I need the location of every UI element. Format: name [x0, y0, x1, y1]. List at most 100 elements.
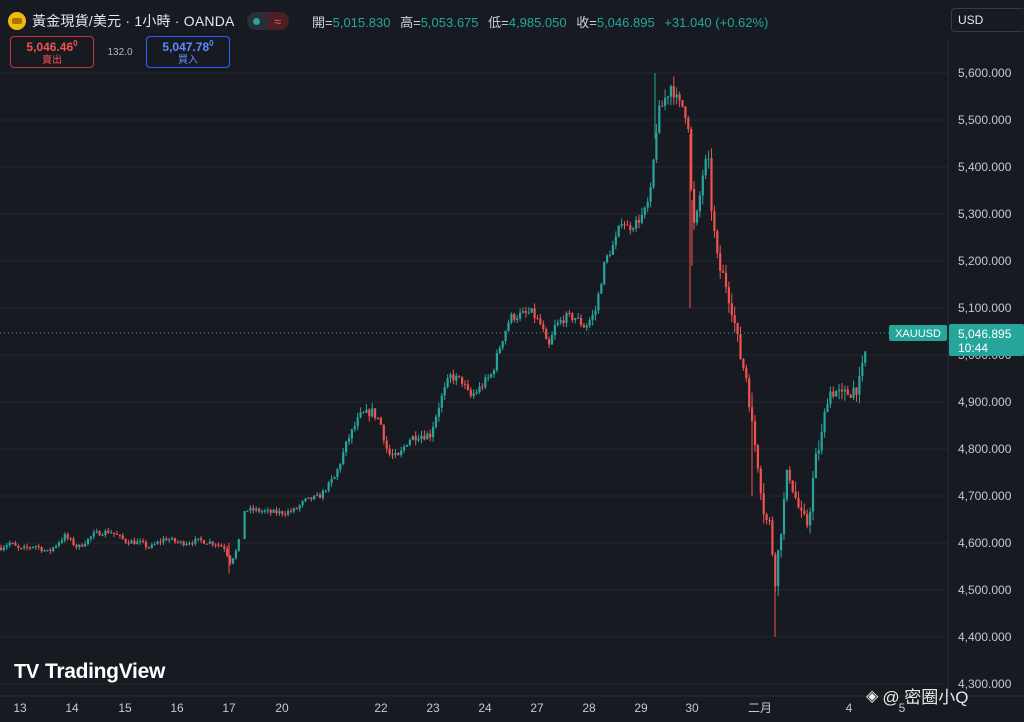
- spread-value: 132.0: [107, 46, 133, 58]
- candle: [356, 412, 359, 431]
- candle: [397, 452, 400, 456]
- candle: [260, 509, 264, 514]
- candle: [124, 538, 127, 545]
- low-label: 低: [488, 15, 502, 30]
- candle: [597, 291, 600, 314]
- candle: [623, 221, 626, 230]
- candle: [5, 542, 8, 550]
- ohlc-readout: 開=5,015.830 高=5,053.675 低=4,985.050 收=5,…: [312, 15, 769, 30]
- candle: [287, 508, 290, 517]
- candle: [519, 308, 522, 322]
- tradingview-logo[interactable]: TV TradingView: [14, 660, 165, 684]
- candle: [463, 380, 467, 390]
- candle: [443, 382, 446, 401]
- candle: [864, 350, 867, 367]
- candle: [243, 511, 246, 540]
- candle: [66, 532, 69, 541]
- candle: [446, 374, 449, 389]
- candle: [533, 303, 536, 324]
- candle: [278, 508, 281, 516]
- candle: [756, 444, 759, 473]
- candle: [382, 424, 385, 445]
- candle: [585, 323, 588, 331]
- x-tick-label: 22: [374, 701, 388, 715]
- candle: [298, 504, 301, 512]
- candle: [466, 379, 469, 391]
- candle: [710, 148, 713, 221]
- candle: [861, 355, 864, 382]
- candle: [98, 530, 101, 536]
- candle: [748, 374, 751, 412]
- x-tick-label: 16: [170, 701, 184, 715]
- candle: [144, 539, 148, 551]
- candle: [826, 398, 829, 413]
- candle: [492, 368, 496, 378]
- x-tick-label: 5: [899, 701, 906, 715]
- x-tick-label: 4: [846, 701, 853, 715]
- candle: [455, 373, 458, 386]
- candle: [37, 543, 40, 550]
- symbol-title[interactable]: 黃金現貨/美元 · 1小時 · OANDA: [32, 13, 235, 29]
- candle: [371, 402, 374, 418]
- currency-select[interactable]: USD: [951, 8, 1023, 32]
- candle: [49, 547, 52, 555]
- candle: [269, 508, 272, 516]
- candle: [426, 431, 429, 440]
- low-value: 4,985.050: [508, 15, 567, 30]
- candle: [0, 544, 3, 551]
- candle: [220, 543, 223, 547]
- candle: [307, 497, 310, 499]
- candle: [806, 509, 809, 529]
- candle: [800, 500, 803, 519]
- candle: [69, 536, 72, 542]
- sell-label: 賣出: [42, 55, 62, 66]
- candle: [582, 323, 585, 328]
- candle: [168, 537, 171, 543]
- candle: [603, 261, 606, 286]
- candle: [785, 469, 788, 502]
- candle: [55, 544, 58, 549]
- candle: [664, 89, 667, 111]
- candle: [539, 314, 542, 326]
- market-status[interactable]: ≈: [246, 12, 289, 30]
- candle: [173, 537, 177, 544]
- candle: [121, 533, 124, 540]
- x-tick-label: 二月: [748, 701, 772, 715]
- candle: [722, 264, 725, 273]
- x-tick-label: 17: [222, 701, 236, 715]
- candle: [333, 476, 336, 480]
- candle: [579, 314, 583, 328]
- candle: [469, 387, 472, 399]
- candle: [478, 382, 481, 394]
- candle: [832, 386, 835, 399]
- y-tick-label: 4,700.000: [958, 489, 1012, 503]
- candle: [591, 309, 594, 326]
- candle: [162, 535, 165, 546]
- candle: [655, 124, 658, 164]
- candle: [753, 415, 757, 452]
- candle: [342, 447, 345, 466]
- candle: [292, 507, 295, 514]
- candle: [176, 539, 179, 544]
- candle: [620, 218, 623, 229]
- candle: [542, 320, 545, 333]
- x-tick-label: 30: [685, 701, 699, 715]
- candle: [362, 411, 365, 414]
- sell-button[interactable]: 5,046.460 賣出: [10, 36, 94, 68]
- candle: [516, 314, 519, 324]
- candle: [229, 555, 232, 566]
- candle: [310, 497, 313, 502]
- candle: [130, 538, 133, 544]
- candle: [194, 536, 197, 547]
- candle: [403, 444, 406, 454]
- candle: [434, 414, 438, 429]
- candle: [768, 517, 771, 525]
- candle: [275, 507, 278, 516]
- candle: [461, 376, 464, 388]
- buy-button[interactable]: 5,047.780 買入: [146, 36, 230, 68]
- candle: [423, 430, 426, 441]
- candle: [153, 541, 156, 546]
- x-tick-label: 24: [478, 701, 492, 715]
- candle: [730, 293, 733, 323]
